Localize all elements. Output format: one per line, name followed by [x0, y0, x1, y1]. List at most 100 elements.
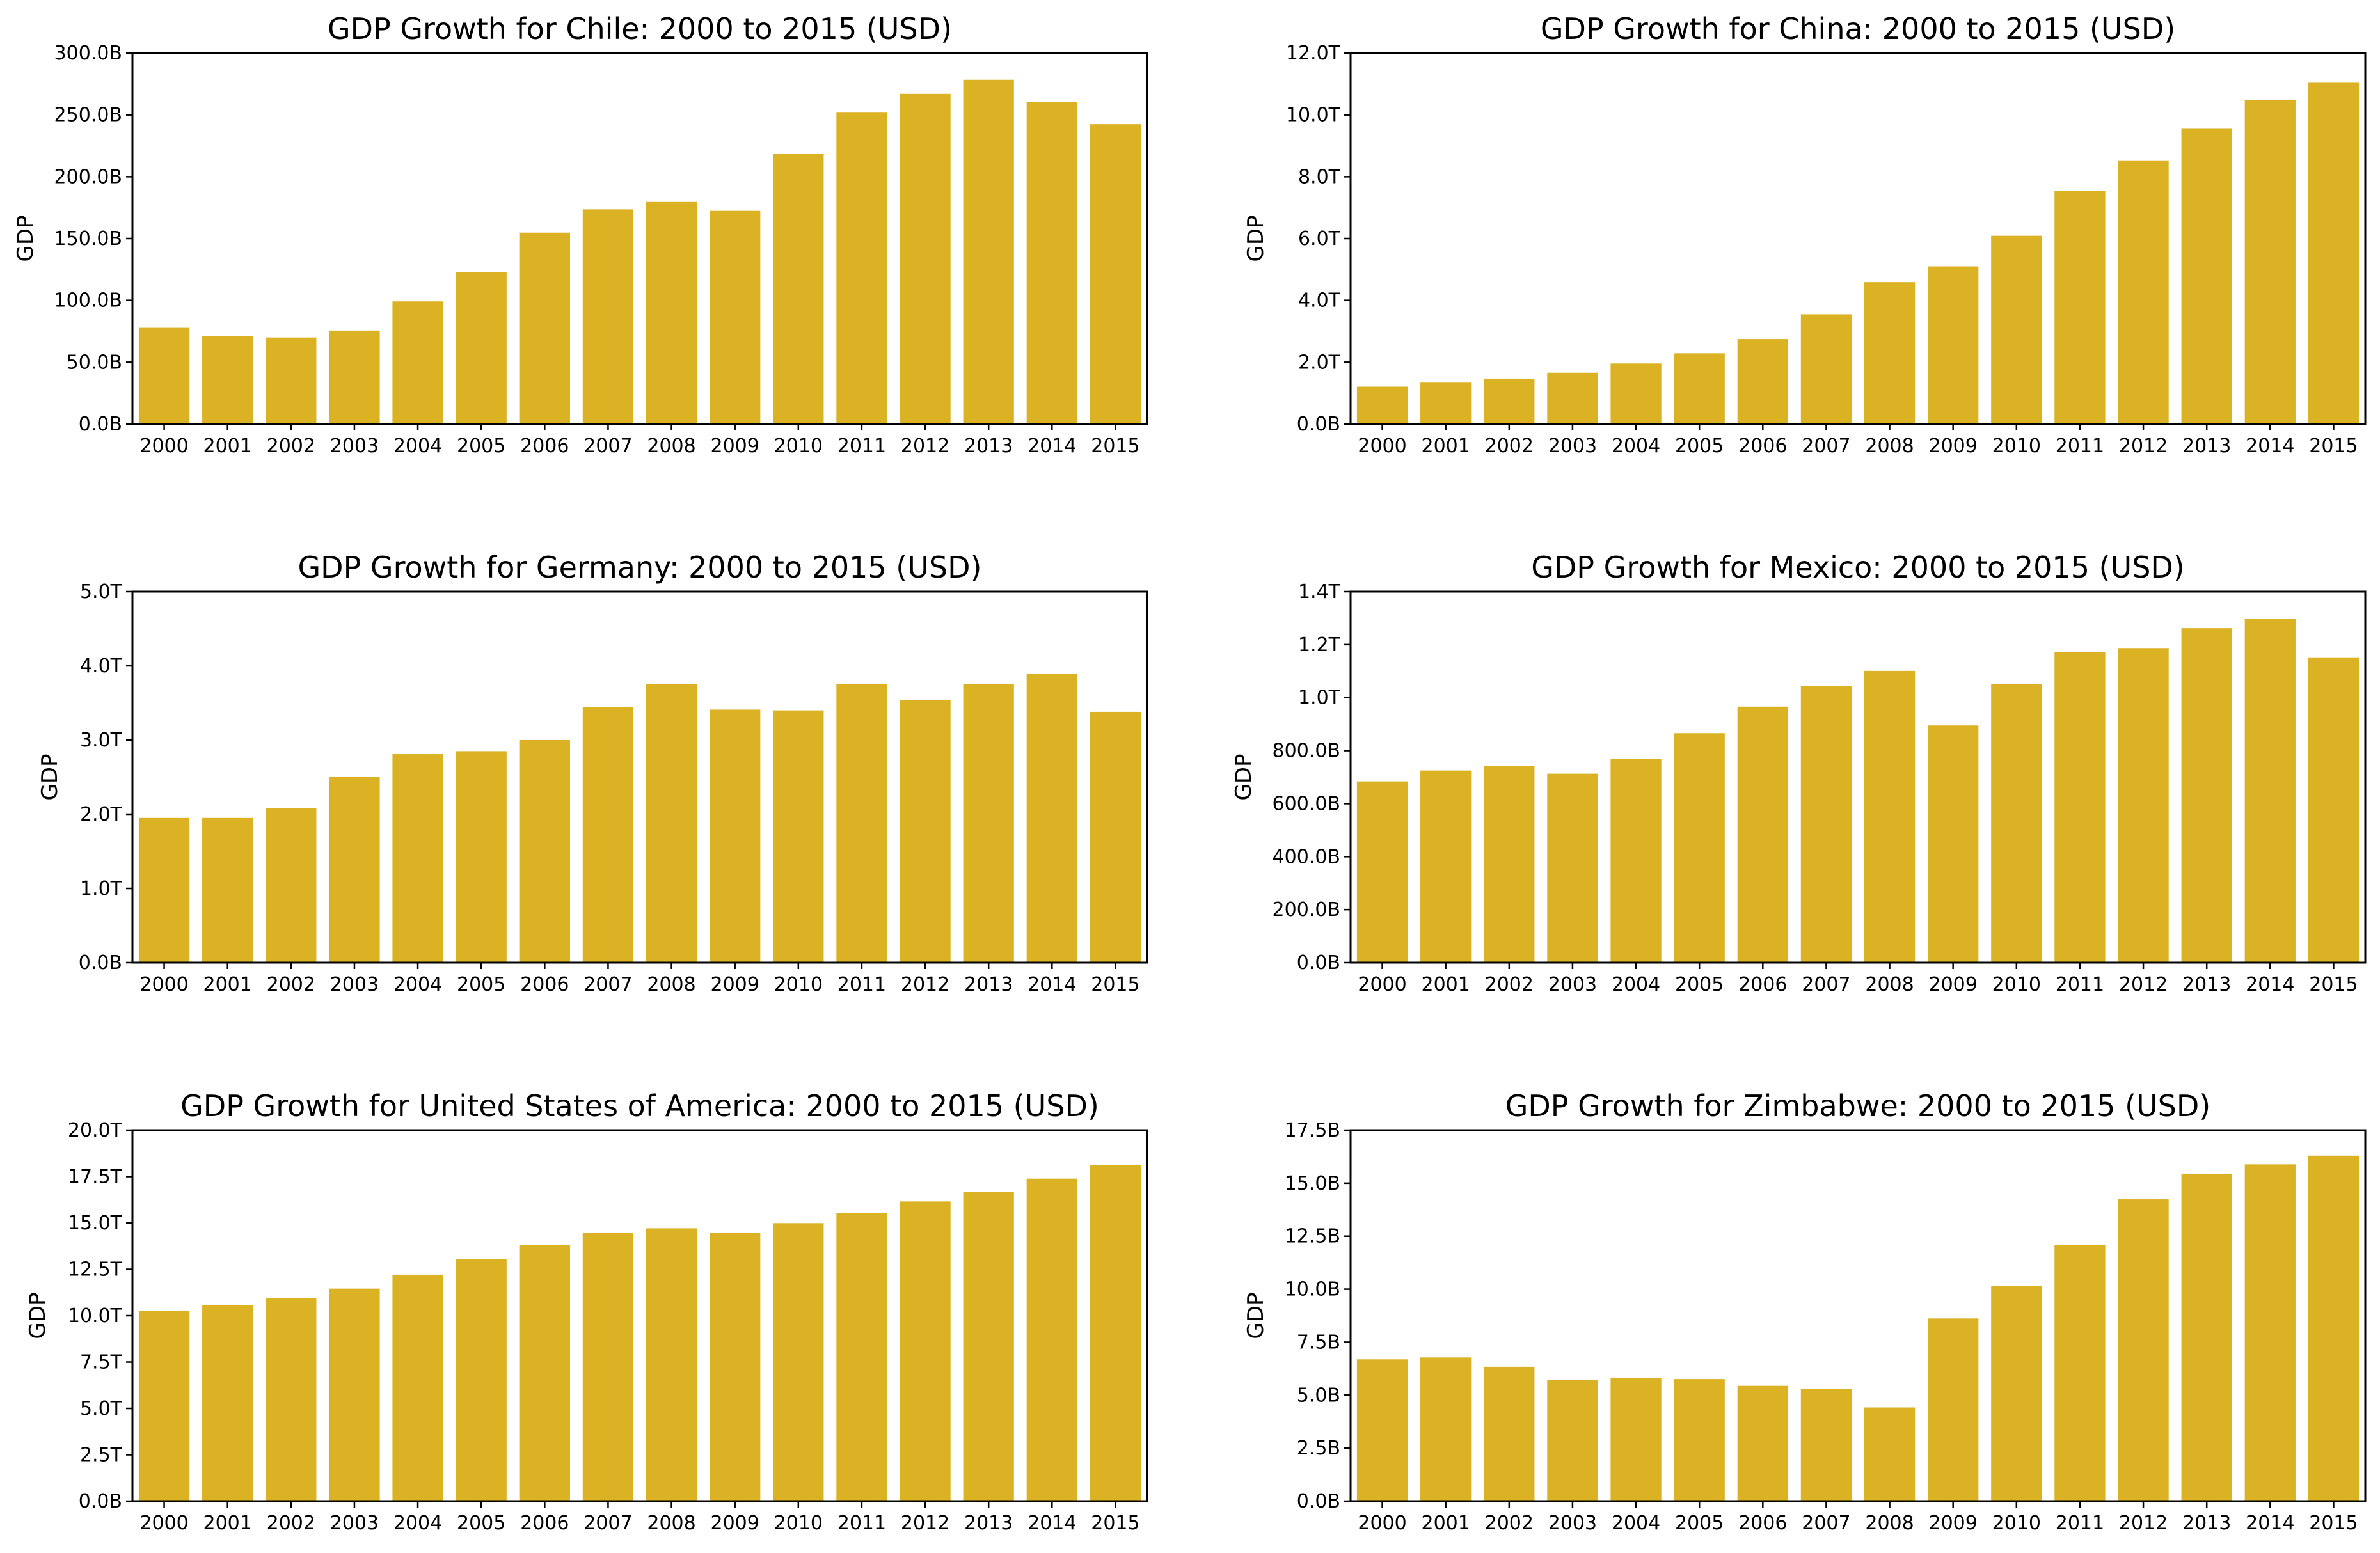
bar-2015 — [2308, 82, 2360, 424]
x-tick-label: 2012 — [901, 974, 949, 996]
y-axis-label: GDP — [37, 753, 63, 800]
bar-2010 — [773, 1223, 824, 1501]
x-tick-label: 2014 — [2246, 1512, 2294, 1534]
bar-2014 — [2244, 100, 2296, 424]
x-tick-label: 2008 — [1865, 1512, 1914, 1534]
bar-2009 — [710, 709, 761, 963]
x-tick-label: 2012 — [2119, 974, 2168, 996]
bar-2014 — [1026, 102, 1077, 424]
x-tick-label: 2002 — [1485, 974, 1534, 996]
y-tick-label: 800.0B — [1273, 740, 1340, 762]
y-axis-label: GDP — [13, 215, 38, 262]
y-tick-label: 250.0B — [54, 104, 122, 127]
x-tick-label: 2001 — [1422, 974, 1470, 996]
x-tick-label: 2013 — [964, 1512, 1013, 1534]
y-tick-label: 0.0B — [1297, 413, 1340, 436]
y-tick-label: 12.0T — [1286, 42, 1341, 65]
x-tick-label: 2010 — [774, 1512, 823, 1534]
chart-title: GDP Growth for Mexico: 2000 to 2015 (USD… — [1531, 550, 2185, 585]
bar-2007 — [582, 209, 634, 424]
bar-2001 — [1420, 770, 1472, 963]
x-tick-label: 2015 — [2309, 1512, 2358, 1534]
bar-2011 — [2054, 1244, 2106, 1501]
y-tick-label: 400.0B — [1273, 846, 1340, 868]
bar-2010 — [1991, 1286, 2042, 1501]
bar-2014 — [1026, 1178, 1077, 1501]
plot-frame — [131, 1129, 1148, 1502]
x-tick-label: 2006 — [520, 974, 569, 996]
x-tick-label: 2001 — [1422, 1512, 1470, 1534]
x-tick-label: 2007 — [583, 974, 632, 996]
bar-2006 — [519, 740, 570, 963]
bar-2001 — [1420, 382, 1472, 424]
y-tick-label: 2.0T — [1298, 351, 1341, 374]
bar-2003 — [329, 1288, 380, 1501]
chart-title: GDP Growth for United States of America:… — [180, 1089, 1099, 1123]
bar-2006 — [1737, 1385, 1788, 1501]
y-tick-label: 1.0T — [1298, 687, 1341, 709]
x-tick-label: 2012 — [901, 1512, 949, 1534]
x-tick-label: 2008 — [647, 974, 695, 996]
x-tick-label: 2001 — [203, 435, 252, 457]
x-tick-label: 2013 — [2182, 1512, 2231, 1534]
plot-frame — [1349, 52, 2367, 425]
y-tick-label: 15.0B — [1285, 1172, 1340, 1195]
y-tick-label: 4.0T — [1298, 290, 1341, 312]
bar-2006 — [519, 1245, 570, 1501]
y-tick-label: 10.0B — [1285, 1279, 1340, 1301]
x-tick-label: 2006 — [520, 435, 569, 457]
bar-2004 — [392, 1274, 443, 1501]
bar-2013 — [2181, 128, 2232, 424]
x-tick-label: 2011 — [2056, 435, 2104, 457]
bar-2011 — [2054, 652, 2106, 963]
x-tick-label: 2013 — [2182, 435, 2231, 457]
x-tick-label: 2000 — [139, 435, 188, 457]
bar-2013 — [963, 79, 1014, 424]
y-tick-label: 1.4T — [1298, 581, 1341, 603]
bar-2000 — [138, 327, 190, 424]
chart-title: GDP Growth for Zimbabwe: 2000 to 2015 (U… — [1505, 1089, 2211, 1123]
bar-2005 — [456, 272, 507, 424]
x-tick-label: 2003 — [1548, 435, 1597, 457]
x-tick-label: 2010 — [1992, 435, 2041, 457]
y-tick-label: 17.5T — [68, 1166, 123, 1188]
x-tick-label: 2004 — [393, 435, 442, 457]
subplot-1: GDP Growth for China: 2000 to 2015 (USD)… — [1243, 12, 2367, 457]
x-tick-label: 2008 — [647, 435, 695, 457]
bar-2000 — [1356, 1359, 1408, 1501]
bar-2015 — [2308, 1155, 2360, 1501]
bar-2014 — [2244, 619, 2296, 963]
x-tick-label: 2007 — [1802, 1512, 1850, 1534]
y-axis-label: GDP — [1243, 215, 1269, 262]
subplot-4: GDP Growth for United States of America:… — [25, 1089, 1148, 1534]
x-tick-label: 2002 — [1485, 1512, 1534, 1534]
y-tick-label: 1.2T — [1298, 634, 1341, 656]
x-tick-label: 2008 — [647, 1512, 695, 1534]
x-tick-label: 2015 — [1091, 974, 1139, 996]
x-tick-label: 2003 — [330, 1512, 379, 1534]
x-tick-label: 2006 — [1738, 1512, 1787, 1534]
bar-2009 — [710, 1233, 761, 1501]
y-tick-label: 50.0B — [67, 351, 122, 374]
bar-2004 — [392, 301, 443, 424]
bar-2008 — [646, 201, 697, 424]
bar-2008 — [1864, 282, 1916, 424]
y-tick-label: 0.0B — [1297, 1490, 1340, 1513]
x-tick-label: 2001 — [203, 974, 252, 996]
y-tick-label: 5.0T — [80, 1398, 123, 1420]
bar-2009 — [1928, 266, 1979, 424]
bar-2003 — [329, 777, 380, 963]
bar-2003 — [329, 330, 380, 424]
x-tick-label: 2005 — [1675, 1512, 1724, 1534]
bar-2002 — [1484, 1366, 1535, 1501]
bar-2003 — [1547, 372, 1598, 424]
x-tick-label: 2012 — [2119, 1512, 2168, 1534]
x-tick-label: 2006 — [1738, 435, 1787, 457]
bar-2004 — [392, 754, 443, 963]
y-tick-label: 200.0B — [1273, 899, 1340, 921]
bar-2015 — [1090, 1165, 1141, 1501]
y-tick-label: 7.5T — [80, 1352, 123, 1374]
x-tick-label: 2009 — [1929, 974, 1978, 996]
x-tick-label: 2013 — [964, 974, 1013, 996]
bar-2007 — [1800, 686, 1852, 963]
